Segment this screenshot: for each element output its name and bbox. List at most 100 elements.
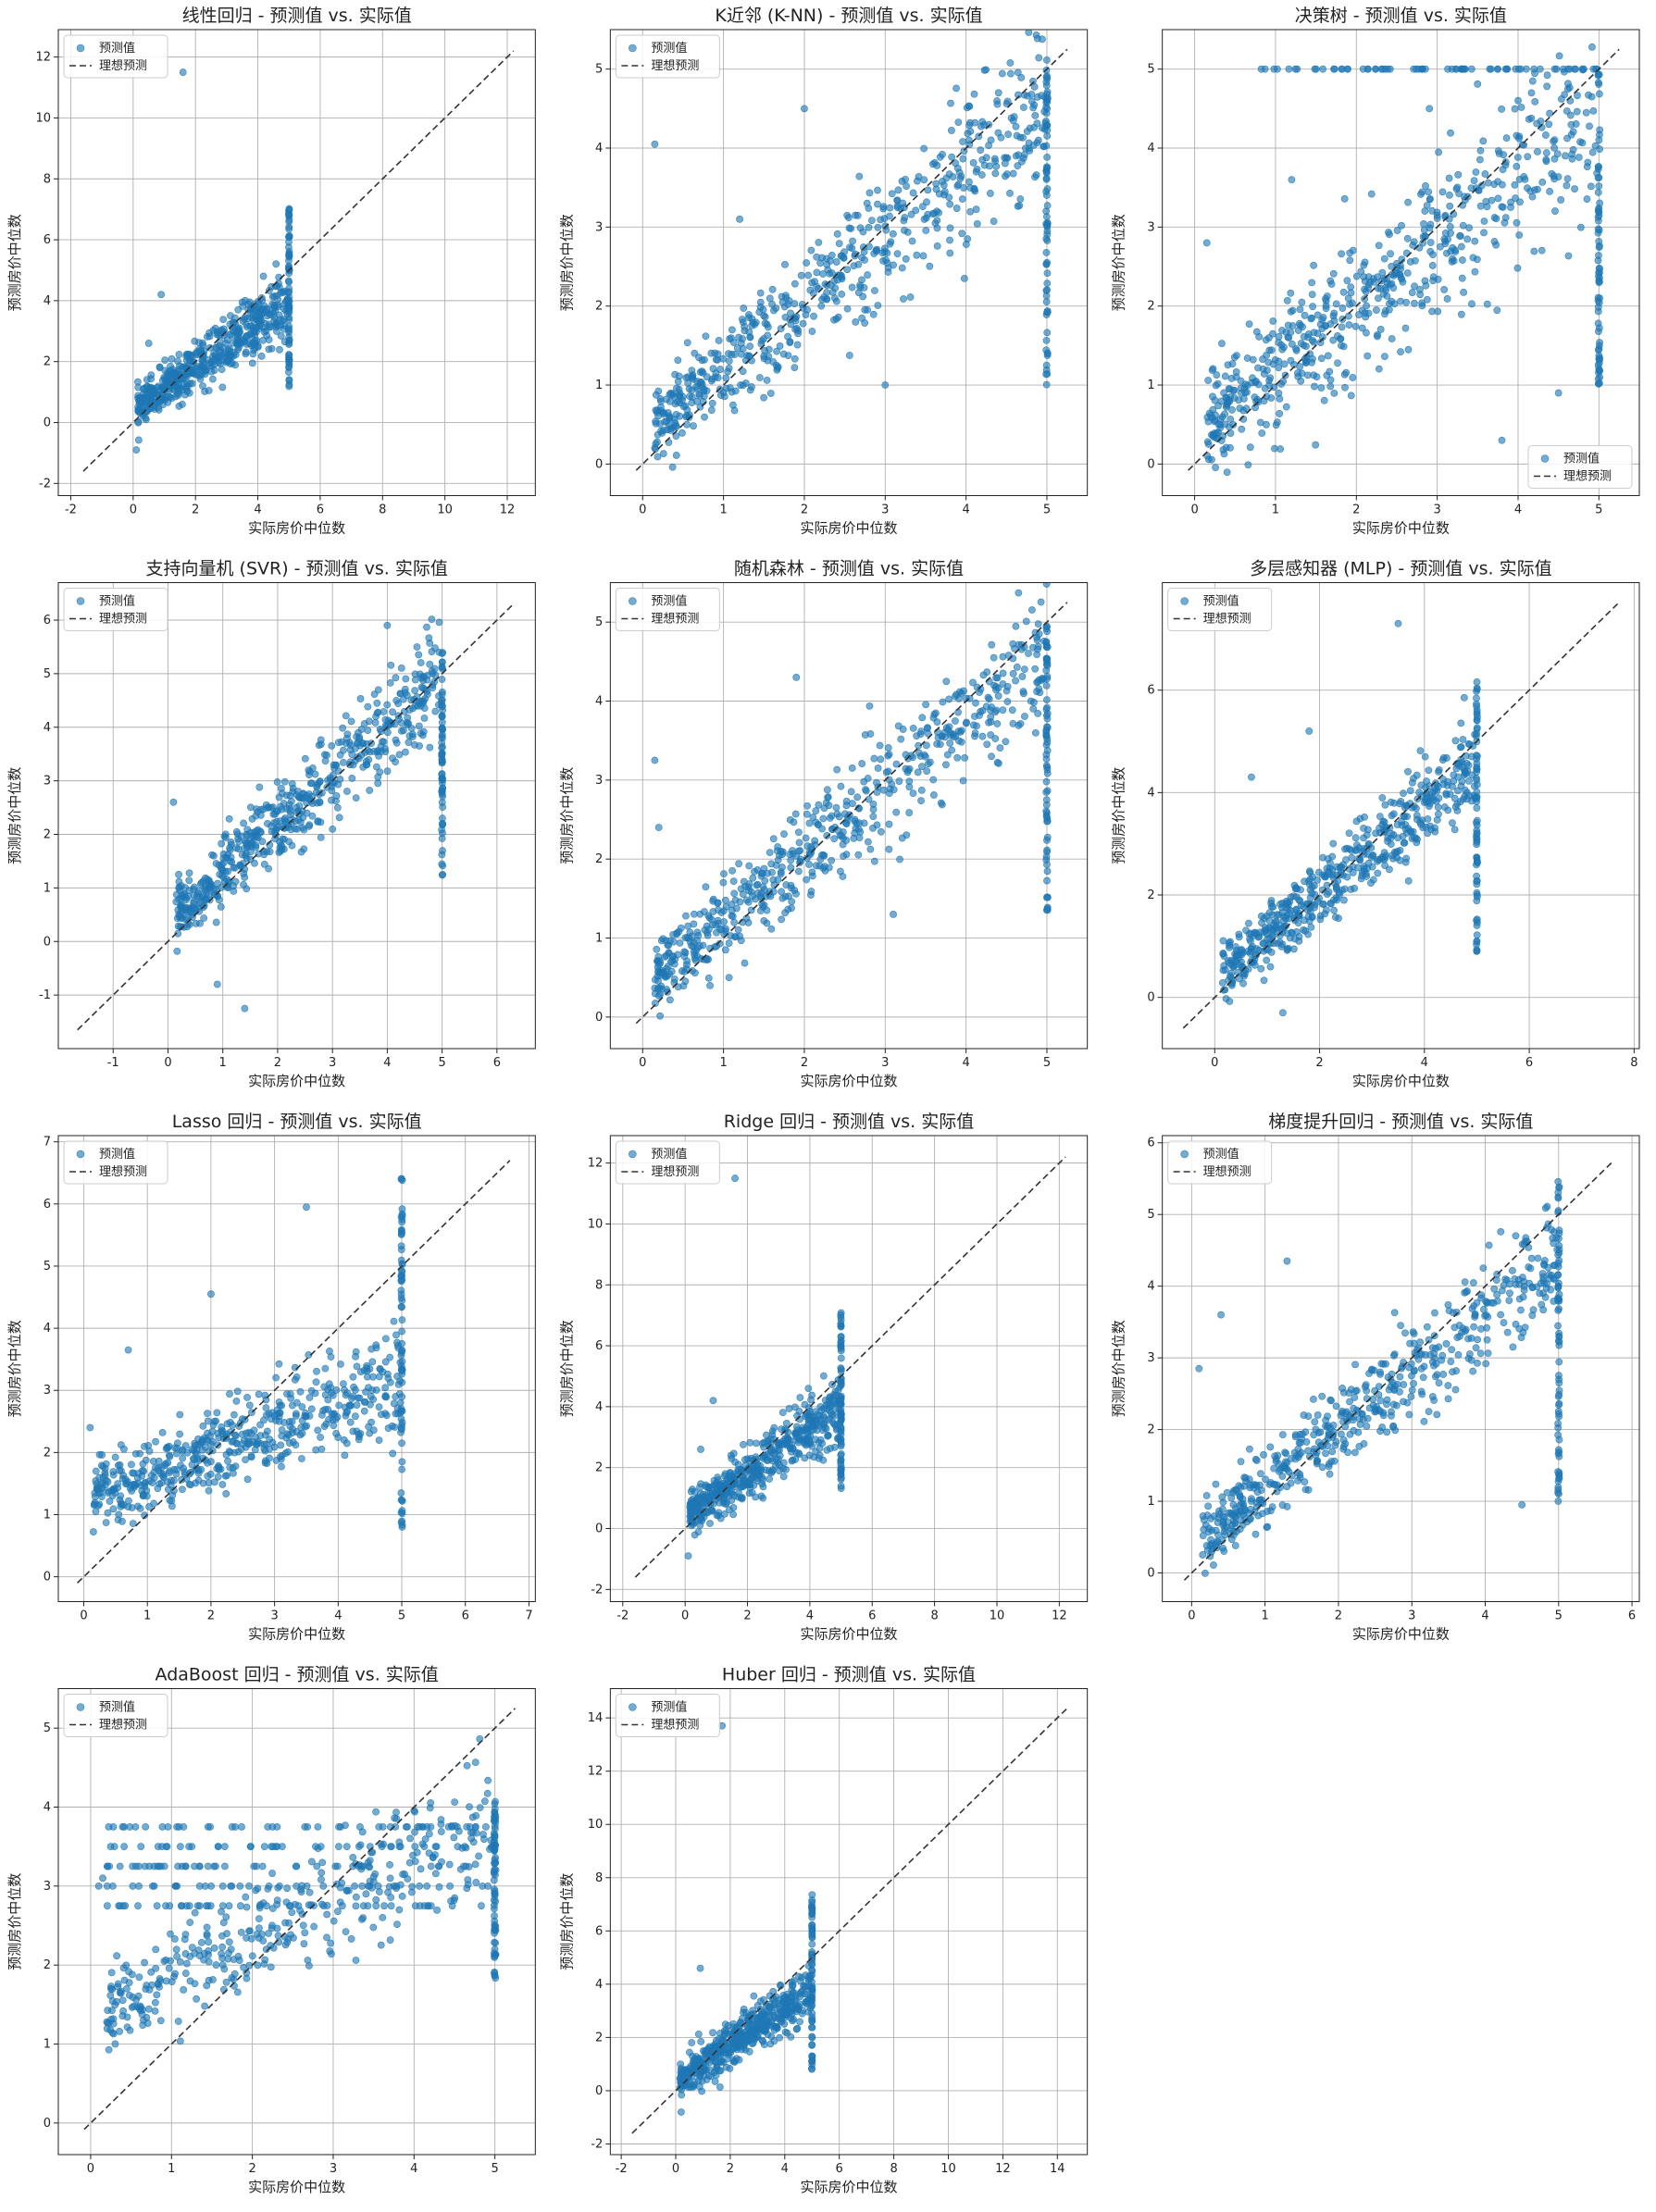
predicted-point — [862, 787, 870, 795]
predicted-point — [278, 785, 285, 792]
predicted-point — [1375, 242, 1383, 250]
predicted-point — [397, 1256, 405, 1264]
predicted-point — [360, 1407, 368, 1415]
predicted-point — [328, 1410, 336, 1418]
y-tick-label: 4 — [1147, 786, 1154, 800]
predicted-point — [915, 749, 923, 757]
predicted-point — [102, 1519, 110, 1527]
predicted-point — [957, 690, 965, 697]
predicted-point — [1449, 819, 1456, 827]
predicted-point — [890, 786, 898, 794]
predicted-point — [1473, 946, 1481, 954]
predicted-point — [1329, 312, 1338, 320]
predicted-point — [1033, 651, 1040, 659]
x-tick-label: 10 — [437, 503, 453, 517]
predicted-point — [438, 676, 446, 683]
predicted-point — [1595, 90, 1603, 98]
predicted-point — [178, 923, 185, 931]
predicted-point — [843, 304, 852, 313]
predicted-point — [962, 241, 970, 248]
predicted-point — [359, 763, 367, 771]
predicted-point — [1403, 234, 1412, 242]
x-tick-label: 8 — [930, 1609, 938, 1623]
predicted-point — [741, 959, 749, 967]
predicted-point — [1042, 755, 1051, 764]
predicted-point — [246, 828, 255, 837]
predicted-point — [693, 397, 701, 405]
predicted-point — [136, 1449, 143, 1458]
predicted-point — [185, 389, 193, 397]
y-tick-label: 2 — [595, 1461, 603, 1475]
predicted-point — [846, 243, 853, 252]
predicted-point — [101, 1472, 109, 1480]
predicted-point — [208, 1427, 217, 1435]
predicted-point — [134, 436, 143, 444]
legend-box — [63, 34, 168, 79]
predicted-point — [318, 789, 326, 797]
predicted-point — [1386, 65, 1394, 73]
predicted-point — [305, 822, 313, 830]
outlier-point — [1288, 176, 1296, 184]
predicted-point — [242, 348, 250, 356]
predicted-point — [289, 784, 297, 792]
predicted-point — [1248, 956, 1256, 964]
x-tick-label: 0 — [80, 1609, 87, 1623]
y-tick-label: 2 — [1147, 300, 1154, 314]
predicted-point — [376, 725, 384, 733]
predicted-point — [794, 828, 803, 837]
predicted-point — [333, 803, 342, 812]
predicted-point — [932, 709, 940, 717]
predicted-point — [1013, 131, 1021, 140]
x-axis-label: 实际房价中位数 — [1352, 520, 1450, 537]
predicted-point — [1594, 319, 1602, 328]
predicted-point — [241, 874, 249, 881]
predicted-point — [364, 702, 372, 711]
scatter-points — [684, 1174, 845, 1560]
predicted-point — [1515, 231, 1524, 239]
predicted-point — [1443, 294, 1451, 303]
predicted-point — [728, 912, 736, 920]
predicted-point — [917, 786, 926, 794]
predicted-point — [155, 1457, 163, 1465]
predicted-point — [1472, 168, 1480, 176]
predicted-point — [438, 734, 446, 742]
predicted-point — [1025, 650, 1032, 657]
predicted-point — [993, 720, 1002, 727]
y-tick-label: 4 — [44, 294, 51, 308]
predicted-point — [276, 838, 284, 846]
predicted-point — [1464, 762, 1473, 769]
predicted-point — [1594, 217, 1602, 225]
predicted-point — [1043, 846, 1051, 854]
predicted-point — [1010, 113, 1018, 121]
predicted-point — [824, 793, 832, 802]
predicted-point — [1003, 698, 1012, 706]
predicted-point — [756, 289, 765, 297]
predicted-point — [959, 138, 966, 145]
predicted-point — [1473, 915, 1481, 924]
predicted-point — [1347, 391, 1355, 400]
predicted-point — [1586, 122, 1593, 130]
x-tick-label: 1 — [719, 503, 727, 517]
predicted-point — [1434, 803, 1442, 812]
predicted-point — [1334, 877, 1341, 885]
predicted-point — [227, 1428, 234, 1436]
predicted-point — [1219, 937, 1227, 945]
predicted-point — [752, 895, 759, 903]
predicted-point — [869, 310, 878, 318]
predicted-point — [889, 230, 897, 238]
predicted-point — [235, 838, 243, 846]
predicted-point — [803, 876, 811, 884]
predicted-point — [127, 1460, 135, 1469]
ideal-line — [77, 1160, 511, 1584]
predicted-point — [959, 155, 967, 163]
predicted-point — [374, 686, 382, 694]
predicted-point — [781, 892, 790, 901]
predicted-point — [939, 178, 946, 185]
predicted-point — [1304, 930, 1312, 938]
predicted-point — [1471, 237, 1479, 245]
predicted-point — [372, 763, 380, 771]
predicted-point — [1589, 106, 1598, 115]
predicted-point — [905, 777, 914, 786]
predicted-point — [118, 1517, 126, 1525]
